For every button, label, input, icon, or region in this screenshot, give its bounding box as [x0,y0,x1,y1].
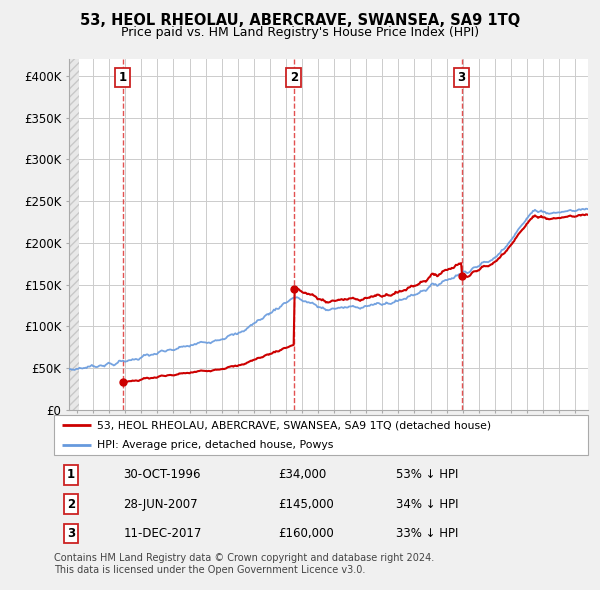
Text: 3: 3 [67,527,75,540]
Text: 28-JUN-2007: 28-JUN-2007 [124,497,198,511]
Text: 1: 1 [118,71,127,84]
Text: Price paid vs. HM Land Registry's House Price Index (HPI): Price paid vs. HM Land Registry's House … [121,26,479,39]
Bar [69,59,79,410]
Text: 34% ↓ HPI: 34% ↓ HPI [396,497,458,511]
Text: £160,000: £160,000 [278,527,334,540]
Text: HPI: Average price, detached house, Powys: HPI: Average price, detached house, Powy… [97,441,333,450]
Text: 11-DEC-2017: 11-DEC-2017 [124,527,202,540]
FancyBboxPatch shape [54,415,588,455]
Text: 33% ↓ HPI: 33% ↓ HPI [396,527,458,540]
Text: 3: 3 [458,71,466,84]
Text: 30-OCT-1996: 30-OCT-1996 [124,468,201,481]
Text: 53% ↓ HPI: 53% ↓ HPI [396,468,458,481]
Text: 53, HEOL RHEOLAU, ABERCRAVE, SWANSEA, SA9 1TQ: 53, HEOL RHEOLAU, ABERCRAVE, SWANSEA, SA… [80,13,520,28]
Text: £145,000: £145,000 [278,497,334,511]
Text: 53, HEOL RHEOLAU, ABERCRAVE, SWANSEA, SA9 1TQ (detached house): 53, HEOL RHEOLAU, ABERCRAVE, SWANSEA, SA… [97,421,491,430]
Text: £34,000: £34,000 [278,468,326,481]
Text: Contains HM Land Registry data © Crown copyright and database right 2024.
This d: Contains HM Land Registry data © Crown c… [54,553,434,575]
Text: 2: 2 [290,71,298,84]
Text: 2: 2 [67,497,75,511]
Text: 1: 1 [67,468,75,481]
